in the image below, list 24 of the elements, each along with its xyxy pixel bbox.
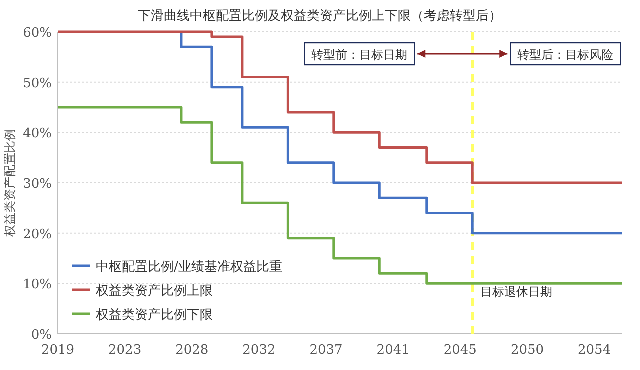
x-tick-label: 2032 <box>242 343 276 358</box>
x-tick-label: 2023 <box>108 343 142 358</box>
legend-label: 权益类资产比例下限 <box>95 308 213 323</box>
y-tick-label: 30% <box>23 177 52 192</box>
ref-line-label: 目标退休日期 <box>480 285 553 299</box>
y-tick-label: 10% <box>23 278 52 293</box>
y-tick-label: 60% <box>23 26 52 41</box>
legend-label: 中枢配置比例/业绩基准权益比重 <box>96 260 282 275</box>
x-tick-label: 2050 <box>510 343 544 358</box>
chart-title: 下滑曲线中枢配置比例及权益类资产比例上下限（考虑转型后） <box>138 9 502 24</box>
y-tick-label: 20% <box>23 227 52 242</box>
y-tick-label: 40% <box>23 126 52 142</box>
x-tick-label: 2028 <box>176 343 209 358</box>
x-tick-label: 2054 <box>578 343 612 358</box>
y-tick-label: 0% <box>31 328 52 343</box>
annotation: 转型后：目标风险 <box>518 48 614 62</box>
annotation: 转型前：目标日期 <box>312 48 408 62</box>
x-tick-label: 2041 <box>376 343 410 358</box>
legend-label: 权益类资产比例上限 <box>95 284 213 299</box>
y-axis-title: 权益类资产配置比例 <box>3 129 17 238</box>
x-tick-label: 2019 <box>41 343 75 358</box>
x-tick-label: 2037 <box>310 343 343 358</box>
y-tick-label: 50% <box>23 76 52 92</box>
x-tick-label: 2045 <box>444 343 477 358</box>
